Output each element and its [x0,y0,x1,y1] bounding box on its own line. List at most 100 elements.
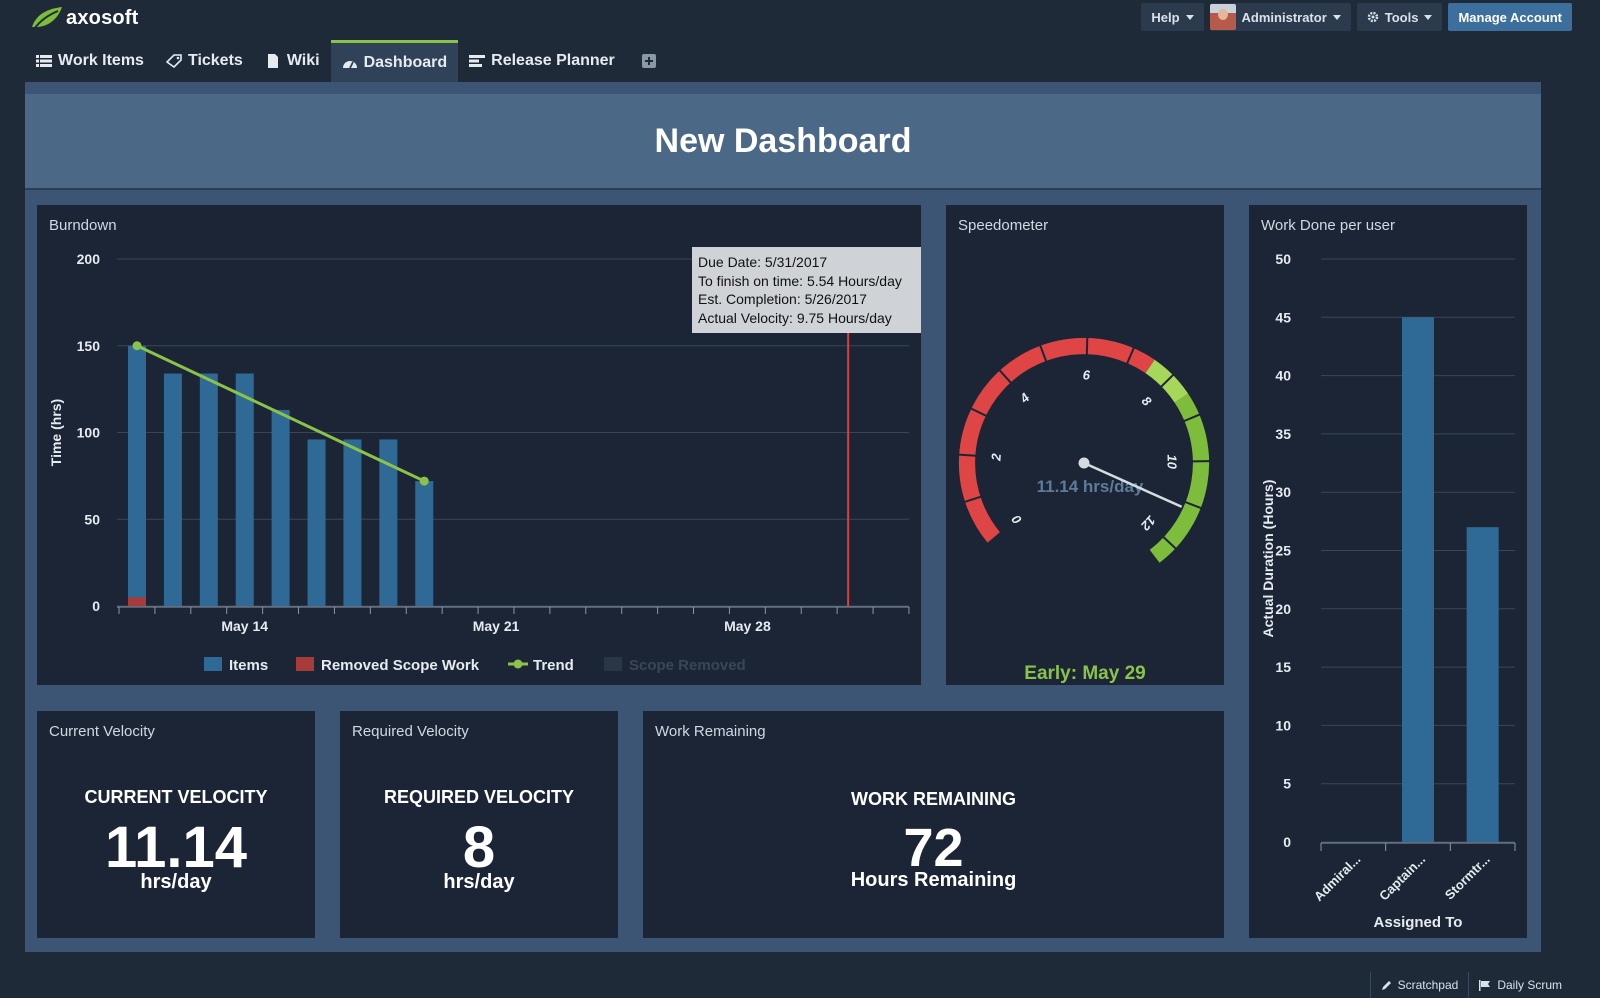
tab-work-items[interactable]: Work Items [25,40,155,82]
y-tick-label: 20 [1275,601,1291,617]
gauge-tick [1184,500,1202,510]
tab-tickets[interactable]: Tickets [155,40,254,82]
y-tick-label: 45 [1275,309,1291,325]
gauge-tick [998,369,1013,384]
tab-wiki[interactable]: Wiki [254,40,331,82]
dashboard-title: New Dashboard [654,121,912,160]
panel-title: Current Velocity [49,723,155,740]
y-tick-label: 10 [1275,717,1291,733]
help-menu-button[interactable]: Help [1141,3,1204,31]
tooltip-line: To finish on time: 5.54 Hours/day [698,272,902,289]
trend-point [419,476,429,486]
panel-title: Work Done per user [1261,217,1395,234]
tab-label: Wiki [286,52,320,69]
gauge-tick-label: 2 [988,452,1004,462]
dashboard-area: New Dashboard Burndown 0 50 100 150 200 Time … [25,82,1541,952]
bar-removed-scope [128,597,146,606]
y-tick-label: 0 [92,598,100,614]
ticket-icon [165,54,182,68]
x-tick-label: May 21 [473,618,520,634]
legend-label: Scope Removed [629,657,746,674]
gauge-tick [1126,346,1135,365]
tab-label: Tickets [187,52,243,69]
gauge-tick-label: 6 [1082,367,1090,382]
kpi-label: WORK REMAINING [851,789,1016,809]
gauge-tick [1162,535,1177,550]
current-velocity-panel: Current Velocity CURRENT VELOCITY 11.14 … [37,711,315,938]
x-tick-label: May 14 [221,618,268,634]
caret-down-icon [1332,14,1341,20]
tab-release-planner[interactable]: Release Planner [458,40,626,82]
tab-dashboard[interactable]: Dashboard [330,40,459,82]
footer-bar: Scratchpad Daily Scrum [1369,972,1572,998]
tab-label: Release Planner [491,52,615,69]
speedometer-gauge: 0 2 4 6 8 10 12 11.14 hrs/day Early: May 29 [958,337,1211,684]
burndown-chart: 0 50 100 150 200 Time (hrs) May 14 May 21 May 28… [48,251,910,674]
main-nav: Work Items Tickets Wiki Dashboard Releas… [25,40,667,82]
bar-items [199,373,218,606]
gauge-tick [1183,413,1201,423]
bar-items [415,481,434,606]
y-axis-label: Time (hrs) [48,399,64,466]
burndown-tooltip: Due Date: 5/31/2017 To finish on time: 5… [692,247,921,333]
bar-items [307,439,326,606]
legend-swatch [604,657,622,671]
bar-items [343,439,362,606]
kpi-unit: hrs/day [140,871,212,893]
trend-point [132,341,142,351]
required-velocity-panel: Required Velocity REQUIRED VELOCITY 8 hr… [340,711,618,938]
document-icon [267,54,278,68]
user-menu-button[interactable]: Administrator [1209,3,1351,31]
bar-items [163,373,182,606]
gauge-tick [1039,344,1048,363]
y-tick-label: 0 [1283,834,1291,850]
gauge-reading: 11.14 hrs/day [1037,477,1144,496]
kpi-unit: hrs/day [443,871,515,893]
bar-items [128,345,146,606]
x-axis-label: Assigned To [1374,914,1463,931]
kpi-value: 72 [903,818,964,878]
y-tick-label: 35 [1275,426,1291,442]
app-logo[interactable]: axosoft [30,5,139,31]
y-tick-label: 25 [1275,543,1291,559]
bar-items [379,439,398,606]
add-tab-button[interactable] [626,40,667,82]
legend-label: Trend [533,657,574,674]
y-tick-label: 40 [1275,368,1291,384]
work-done-panel: Work Done per user 0 5 10 15 20 25 30 35 40 45 50 A… [1249,205,1527,938]
bar-items [271,409,290,606]
gauge-band [1149,393,1210,563]
gauge-tick [963,495,982,504]
x-tick-label: Admiral... [1311,852,1364,905]
burndown-panel: Burndown 0 50 100 150 200 Time (hrs) May 14 May… [37,205,921,685]
manage-account-label: Manage Account [1458,9,1562,25]
dashboard-icon [342,60,357,68]
tooltip-line: Actual Velocity: 9.75 Hours/day [698,309,892,326]
daily-scrum-button[interactable]: Daily Scrum [1468,972,1572,998]
gauge-tick-label: 12 [1137,513,1158,534]
y-tick-label: 100 [77,425,101,441]
tools-menu-button[interactable]: Tools [1356,3,1443,31]
tooltip-line: Due Date: 5/31/2017 [698,254,828,270]
gauge-tick-label: 10 [1164,454,1179,469]
bar-user-hours [1466,527,1499,842]
legend-swatch [296,657,314,671]
gauge-tick [986,531,1002,545]
panel-title: Burndown [49,217,117,234]
gauge-tick [958,453,977,457]
gauge-tick [1160,373,1175,388]
x-tick-label: May 28 [724,618,771,634]
y-tick-label: 15 [1275,659,1291,675]
logo-text: axosoft [66,6,139,29]
legend-label: Removed Scope Work [321,657,480,674]
bar-items [235,373,254,606]
gauge-needle [1083,461,1183,508]
scratchpad-button[interactable]: Scratchpad [1369,972,1469,998]
y-tick-label: 50 [84,511,100,527]
daily-scrum-label: Daily Scrum [1497,978,1562,992]
caret-down-icon [1424,14,1433,20]
gauge-hub [1078,457,1090,469]
y-tick-label: 30 [1275,484,1291,500]
manage-account-button[interactable]: Manage Account [1448,3,1572,31]
top-bar: axosoft Help Administrator Tools Manage … [0,0,1600,40]
